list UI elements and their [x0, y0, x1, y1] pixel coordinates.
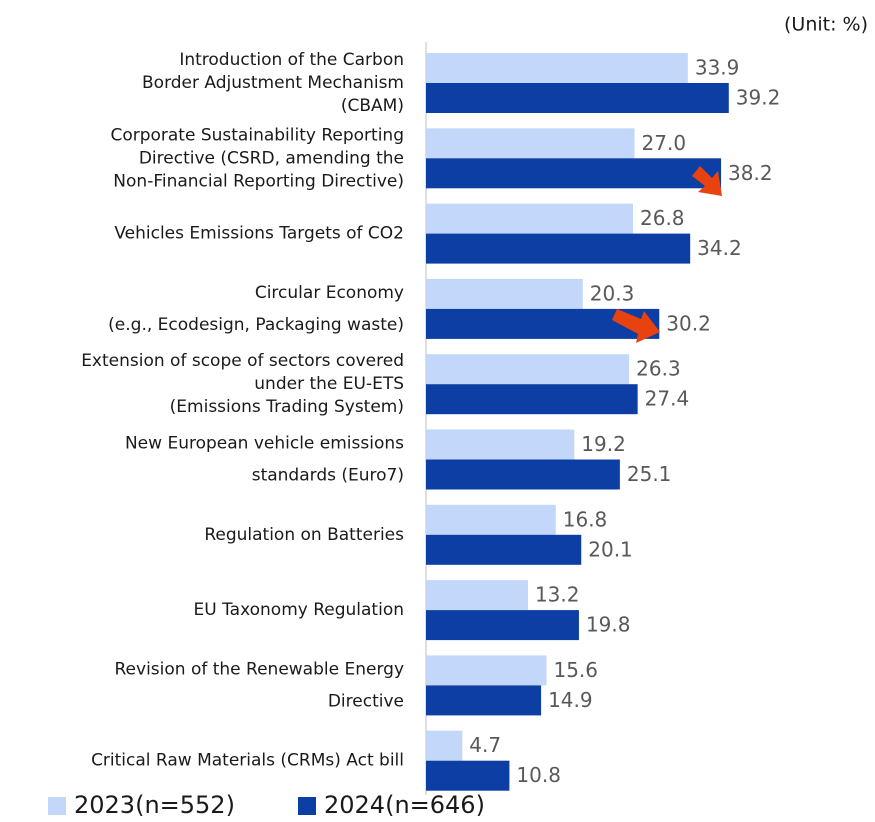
category-label: Circular Economy: [255, 283, 404, 303]
value-label: 34.2: [697, 236, 742, 260]
legend-swatch: [48, 797, 66, 815]
arrow: [692, 166, 722, 196]
value-label: 19.2: [581, 432, 626, 456]
value-label: 14.9: [548, 688, 593, 712]
category-label: Extension of scope of sectors covered: [81, 351, 404, 371]
legend-label: 2023(n=552): [74, 791, 235, 819]
bar: [426, 83, 729, 113]
value-label: 25.1: [627, 462, 672, 486]
category-label: Critical Raw Materials (CRMs) Act bill: [91, 751, 404, 771]
category-label: Non-Financial Reporting Directive): [113, 171, 404, 191]
bar: [426, 610, 579, 641]
value-label: 38.2: [728, 161, 773, 185]
bar: [426, 760, 510, 791]
bar: [426, 384, 638, 415]
unit-label: (Unit: %): [784, 14, 868, 36]
bar: [426, 354, 630, 385]
value-label: 15.6: [553, 658, 598, 682]
category-label: (Emissions Trading System): [170, 397, 404, 417]
category-label: under the EU-ETS: [254, 374, 404, 394]
bar: [426, 278, 583, 309]
bar: [426, 459, 620, 490]
bar: [426, 233, 691, 264]
category-label: Revision of the Renewable Energy: [115, 659, 405, 679]
category-label: Introduction of the Carbon: [179, 50, 404, 70]
category-label: Directive (CSRD, amending the: [139, 148, 404, 168]
category-label: Border Adjustment Mechanism: [142, 73, 404, 93]
value-label: 20.1: [588, 537, 633, 561]
value-label: 20.3: [590, 281, 635, 305]
value-label: 26.8: [640, 206, 685, 230]
value-label: 10.8: [516, 763, 561, 787]
category-label: standards (Euro7): [252, 466, 404, 486]
value-label: 33.9: [695, 56, 740, 80]
value-label: 39.2: [736, 86, 781, 110]
bar: [426, 203, 634, 234]
value-label: 4.7: [469, 733, 501, 757]
legend-swatch: [298, 797, 316, 815]
category-label: Directive: [328, 691, 404, 711]
value-label: 16.8: [563, 507, 608, 531]
bar: [426, 730, 463, 761]
value-label: 26.3: [636, 357, 681, 381]
value-label: 30.2: [666, 311, 711, 335]
category-label: (CBAM): [341, 96, 404, 116]
bar: [426, 685, 542, 716]
bar: [426, 53, 688, 83]
bar: [426, 655, 547, 686]
value-label: 27.4: [645, 387, 690, 411]
category-label: EU Taxonomy Regulation: [194, 600, 405, 620]
bar: [426, 429, 575, 460]
category-label: Regulation on Batteries: [204, 525, 404, 545]
category-label: Vehicles Emissions Targets of CO2: [114, 224, 404, 244]
legend-label: 2024(n=646): [324, 791, 485, 819]
bar: [426, 504, 556, 535]
bar: [426, 158, 722, 189]
bar: [426, 580, 528, 611]
arrow: [612, 309, 660, 343]
category-label: (e.g., Ecodesign, Packaging waste): [108, 315, 404, 335]
bar: [426, 128, 635, 159]
category-label: Corporate Sustainability Reporting: [110, 125, 404, 145]
value-label: 13.2: [535, 583, 580, 607]
value-label: 19.8: [586, 613, 631, 637]
bar: [426, 534, 582, 565]
value-label: 27.0: [642, 131, 687, 155]
category-label: New European vehicle emissions: [125, 434, 404, 454]
